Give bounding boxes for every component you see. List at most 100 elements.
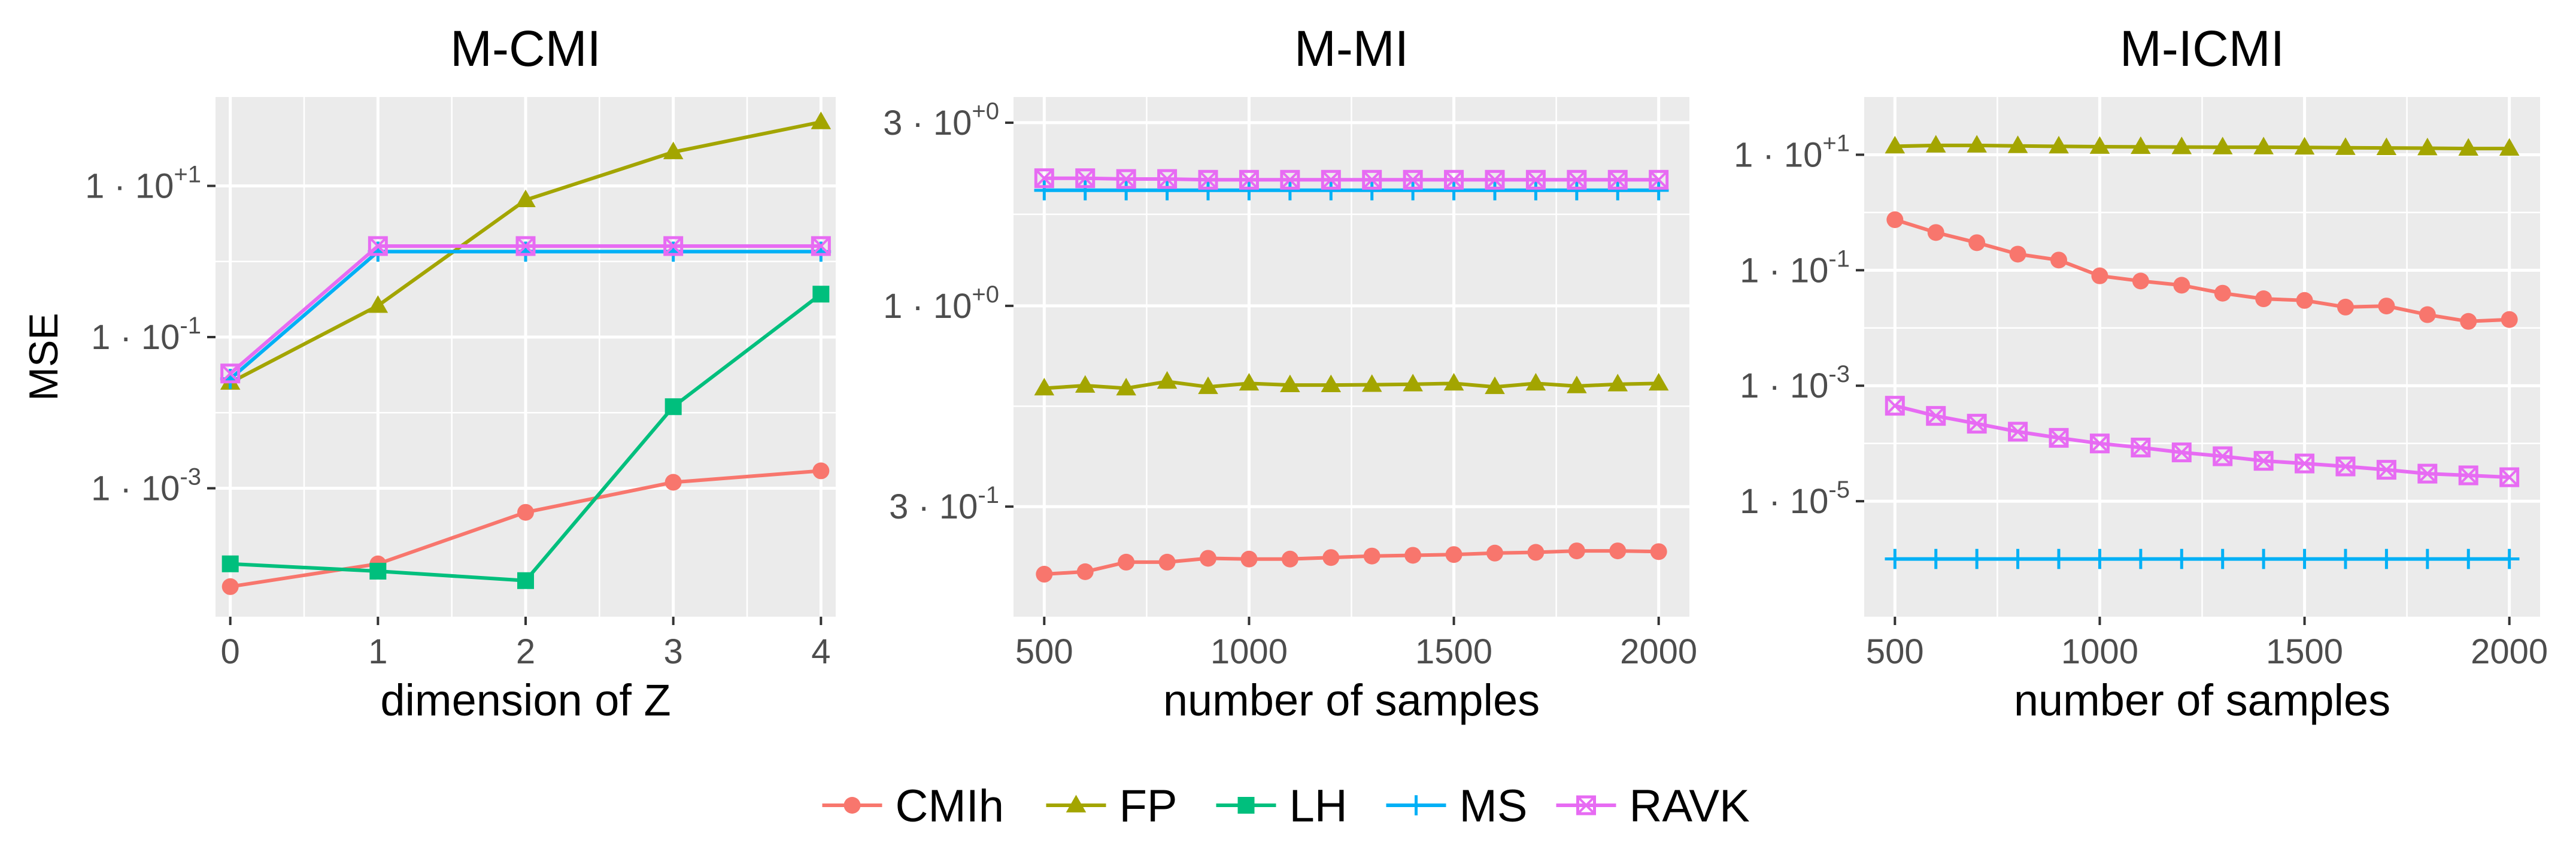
data-point-ms <box>1967 548 1987 569</box>
data-point-cmih <box>1609 542 1627 560</box>
series-ms <box>1885 548 2520 569</box>
data-point-fp <box>1525 372 1546 391</box>
data-point-fp <box>2171 137 2192 154</box>
x-tick-label: 2 <box>516 632 535 671</box>
series-cmih <box>1886 211 2518 330</box>
data-point-cmih <box>1968 234 1986 251</box>
data-point-cmih <box>1527 544 1545 561</box>
data-point-ravk <box>2335 456 2356 477</box>
data-point-ravk <box>2253 451 2274 471</box>
x-tick-label: 1500 <box>2266 632 2343 671</box>
data-point-ravk <box>220 363 241 384</box>
data-point-fp <box>1485 376 1505 395</box>
data-point-ravk <box>1926 406 1946 426</box>
data-point-fp <box>2417 137 2438 156</box>
data-point-ms <box>1648 180 1669 201</box>
data-point-ravk <box>1321 169 1341 190</box>
data-point-cmih <box>1363 547 1380 565</box>
data-point-ravk <box>663 236 684 256</box>
data-point-fp <box>1321 374 1342 392</box>
y-tick-label: 1 · 10-1 <box>1740 245 1850 290</box>
data-point-fp <box>1280 374 1300 392</box>
panel-title: M-MI <box>1294 20 1409 77</box>
legend-label: MS <box>1460 781 1528 832</box>
data-point-ravk <box>1239 169 1259 190</box>
data-point-cmih <box>2173 277 2190 294</box>
data-point-ms <box>1034 180 1055 201</box>
data-point-ms <box>2294 548 2315 569</box>
data-point-fp <box>1403 374 1423 392</box>
data-point-fp <box>2212 137 2233 154</box>
data-point-fp <box>1075 375 1096 393</box>
y-tick-label: 1 · 10+1 <box>1734 130 1850 174</box>
data-point-ravk <box>1567 169 1587 190</box>
data-point-fp <box>1885 135 1906 154</box>
data-point-ravk <box>2499 467 2520 487</box>
data-point-cmih <box>1158 553 1176 571</box>
panel-m-mi: 3 · 10-1 1 · 10+0 3 · 10+0 500 1000 1500 2000 M… <box>883 20 1697 725</box>
data-point-ms <box>2049 548 2069 569</box>
data-point-ravk <box>2049 427 2069 448</box>
legend-item-ravk: RAVK <box>1556 781 1750 832</box>
data-point-ravk <box>2417 463 2438 484</box>
y-tick-label: 1 · 10-3 <box>1740 361 1850 405</box>
data-point-ravk <box>811 236 831 256</box>
panel-title: M-CMI <box>450 20 601 77</box>
data-point-ms <box>1443 180 1464 201</box>
data-point-ms <box>1116 180 1136 201</box>
data-point-fp <box>663 141 684 159</box>
data-point-cmih <box>1118 553 1135 571</box>
data-point-fp <box>2253 137 2274 154</box>
data-point-cmih <box>2337 298 2354 316</box>
data-point-ms <box>1239 180 1260 201</box>
series-line-ravk <box>1044 176 1659 182</box>
y-tick-label: 1 · 10-5 <box>1740 477 1850 521</box>
data-point-ms <box>2499 548 2520 569</box>
panel-title: M-ICMI <box>2120 20 2284 77</box>
data-point-cmih <box>1240 550 1258 568</box>
data-point-fp <box>1967 135 1987 153</box>
data-point-fp <box>2294 137 2315 155</box>
legend-marker <box>1066 795 1087 812</box>
data-point-ms <box>1485 180 1505 201</box>
x-tick-label: 1000 <box>2061 632 2138 671</box>
data-point-fp <box>811 111 832 129</box>
data-point-ms <box>2376 548 2397 569</box>
x-tick-label: 4 <box>811 632 830 671</box>
data-point-ms <box>2335 548 2356 569</box>
data-point-lh <box>517 572 534 589</box>
data-point-cmih <box>1200 550 1217 567</box>
series-fp <box>1034 371 1669 396</box>
data-point-cmih <box>222 578 239 595</box>
series-line-cmih <box>1044 549 1659 576</box>
data-point-lh <box>369 562 387 580</box>
data-point-cmih <box>1404 547 1422 564</box>
data-point-ravk <box>1075 168 1096 189</box>
y-tick-label: 3 · 10-1 <box>889 482 999 526</box>
data-point-fp <box>1034 377 1055 396</box>
data-point-fp <box>2131 136 2151 154</box>
data-point-cmih <box>2378 298 2395 315</box>
data-point-ravk <box>1157 169 1178 189</box>
data-point-ms <box>2089 548 2110 569</box>
data-point-ms <box>1075 180 1096 201</box>
data-point-cmih <box>1076 563 1094 580</box>
data-point-ms <box>2253 548 2274 569</box>
data-point-fp <box>1116 377 1136 396</box>
x-tick-label: 1 <box>368 632 387 671</box>
data-point-ravk <box>368 236 388 256</box>
data-point-ms <box>2458 548 2479 569</box>
data-point-fp <box>2007 135 2028 153</box>
data-point-fp <box>2049 135 2069 154</box>
data-point-ravk <box>1525 169 1546 190</box>
series-ravk <box>220 236 831 384</box>
data-point-ms <box>1157 180 1178 201</box>
data-point-ms <box>1198 180 1218 201</box>
data-point-ms <box>1567 180 1587 201</box>
data-point-fp <box>2499 138 2520 156</box>
data-point-cmih <box>2296 292 2313 309</box>
data-point-cmih <box>1445 546 1463 563</box>
data-point-cmih <box>1650 543 1667 560</box>
data-point-ms <box>2417 548 2438 569</box>
